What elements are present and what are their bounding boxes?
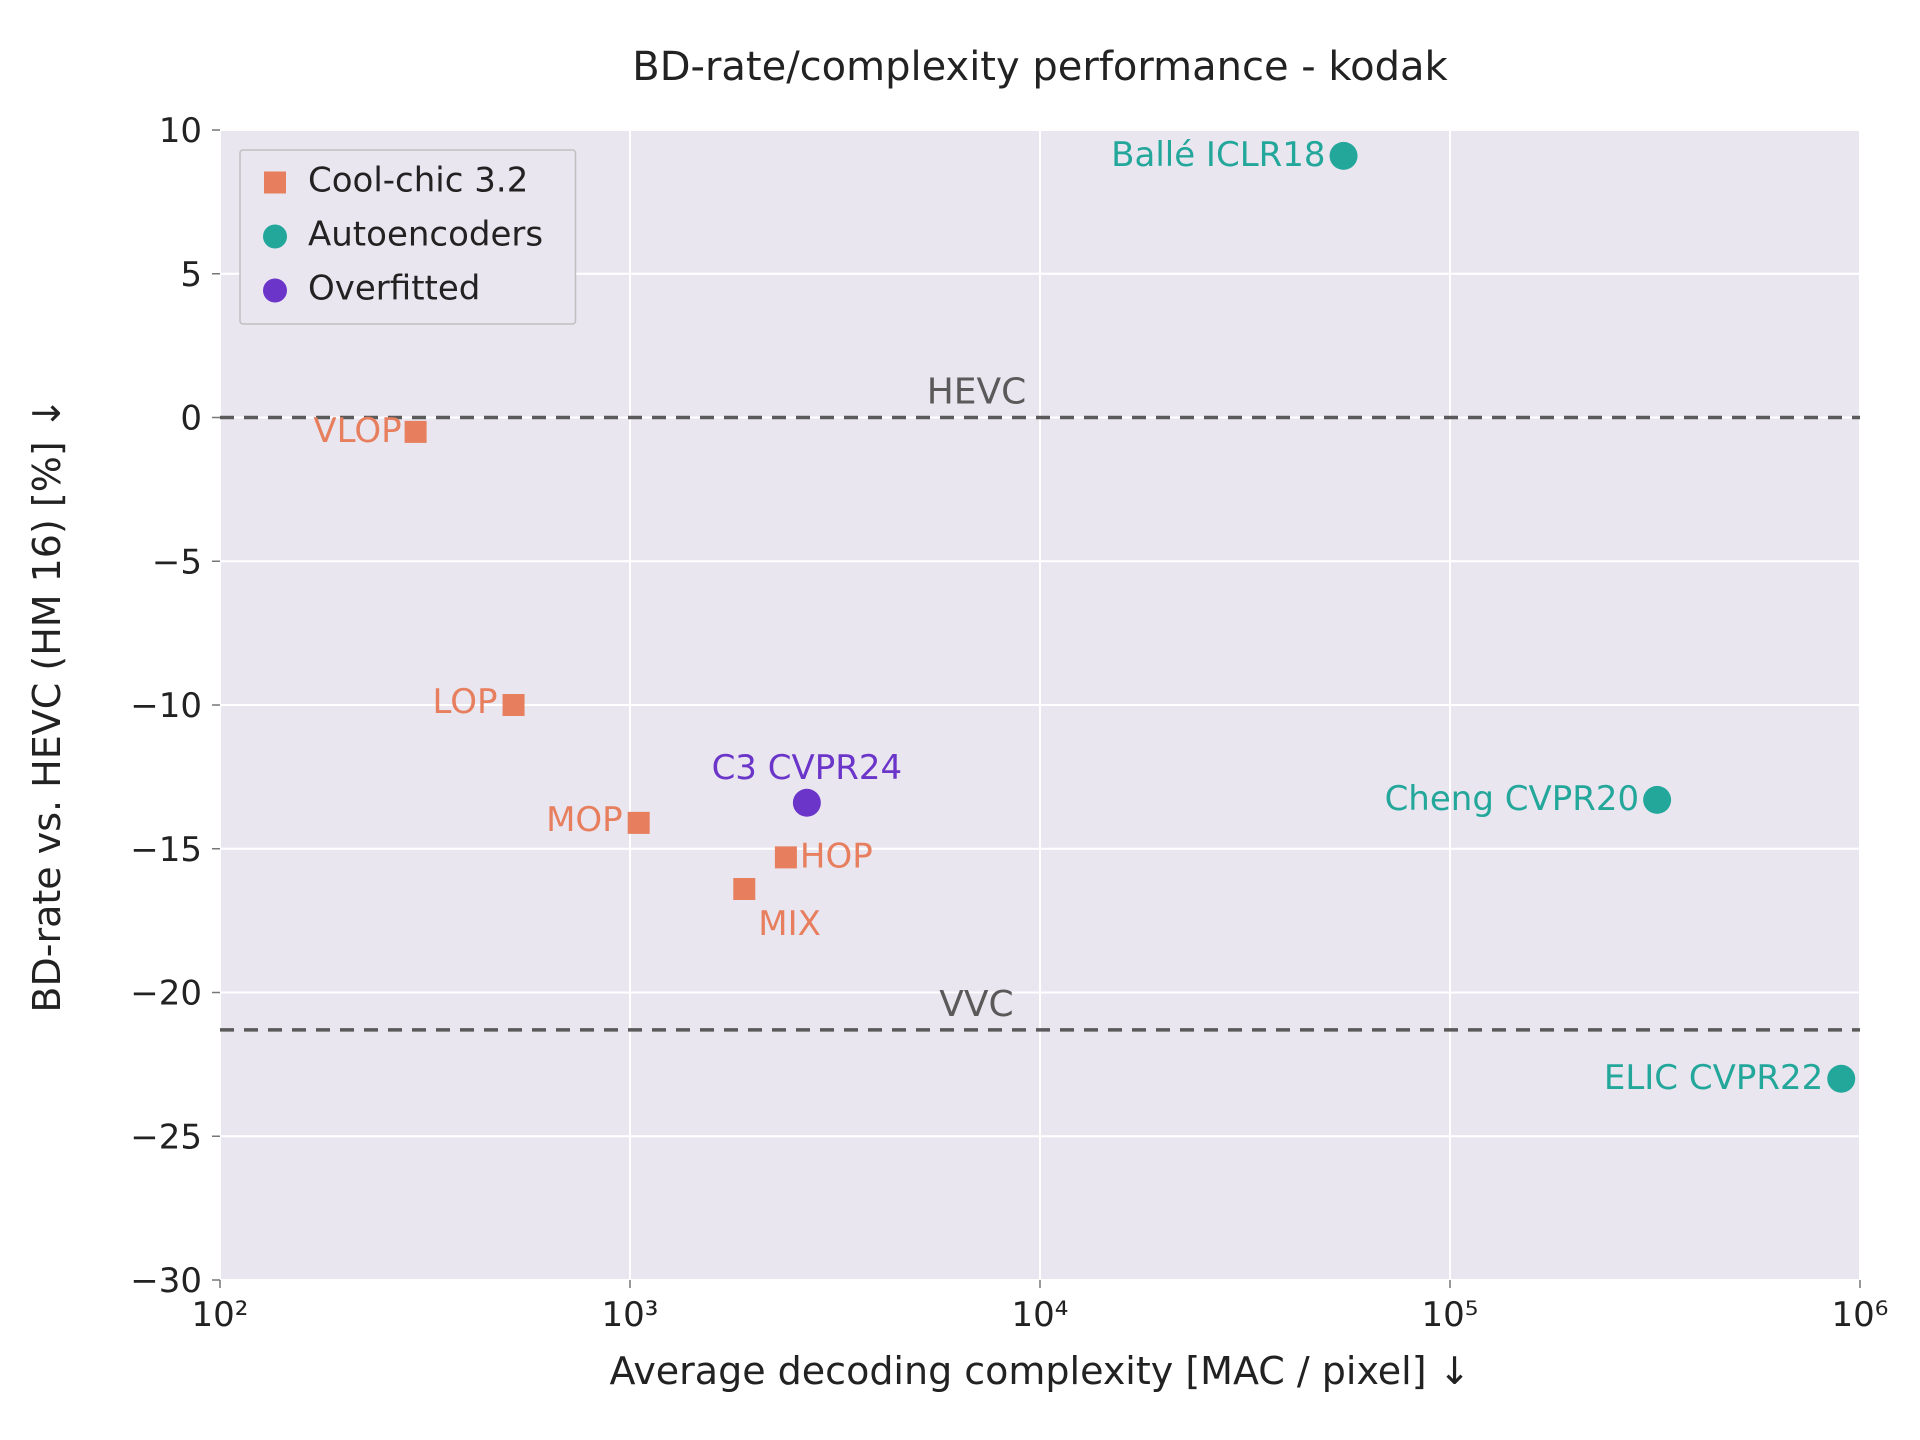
legend-marker [263, 225, 287, 249]
data-point [1643, 786, 1671, 814]
legend-label: Autoencoders [308, 215, 543, 255]
x-tick-label: 10⁵ [1422, 1295, 1479, 1335]
data-point-label: Ballé ICLR18 [1111, 135, 1325, 175]
data-point-label: ELIC CVPR22 [1604, 1058, 1823, 1098]
y-tick-label: −20 [130, 974, 202, 1014]
data-point [1330, 142, 1358, 170]
chart-title: BD-rate/complexity performance - kodak [632, 44, 1448, 90]
legend-label: Overfitted [308, 269, 480, 309]
y-tick-label: −15 [130, 830, 202, 870]
y-tick-label: 0 [180, 399, 202, 439]
x-tick-label: 10⁴ [1012, 1295, 1069, 1335]
data-point-label: VLOP [313, 411, 401, 451]
data-point-label: MOP [546, 800, 623, 840]
data-point-label: HOP [800, 836, 873, 876]
legend: Cool-chic 3.2 Autoencoders Overfitted [240, 150, 576, 324]
y-tick-label: −10 [130, 686, 202, 726]
y-axis-label: BD-rate vs. HEVC (HM 16) [%] ↓ [25, 397, 69, 1012]
y-tick-label: 5 [180, 255, 202, 295]
data-point [503, 694, 525, 716]
data-point [775, 846, 797, 868]
y-tick-label: −25 [130, 1117, 202, 1157]
y-tick-label: −5 [152, 542, 202, 582]
legend-marker [263, 279, 287, 303]
chart-svg: HEVC VVC 10² 10³ 10⁴ 10⁵ 10⁶ −30 −25 −20 −15 −10 −5 0… [0, 0, 1920, 1440]
data-point [1827, 1065, 1855, 1093]
legend-marker [264, 172, 286, 194]
legend-label: Cool-chic 3.2 [308, 161, 528, 201]
x-axis-label: Average decoding complexity [MAC / pixel… [610, 1349, 1471, 1393]
data-point-label: C3 CVPR24 [712, 748, 903, 788]
data-point [628, 812, 650, 834]
data-point [405, 421, 427, 443]
data-point-label: MIX [758, 904, 821, 944]
x-tick-label: 10⁶ [1832, 1295, 1889, 1335]
reference-line-label: HEVC [927, 372, 1027, 413]
data-point-label: Cheng CVPR20 [1385, 779, 1640, 819]
chart-container: HEVC VVC 10² 10³ 10⁴ 10⁵ 10⁶ −30 −25 −20 −15 −10 −5 0… [0, 0, 1920, 1440]
data-point-label: LOP [433, 682, 498, 722]
data-point [733, 878, 755, 900]
reference-line-label: VVC [939, 984, 1013, 1025]
x-tick-label: 10² [192, 1295, 249, 1335]
data-point [793, 789, 821, 817]
x-tick-label: 10³ [602, 1295, 659, 1335]
y-tick-label: 10 [159, 111, 202, 151]
y-tick-label: −30 [130, 1261, 202, 1301]
